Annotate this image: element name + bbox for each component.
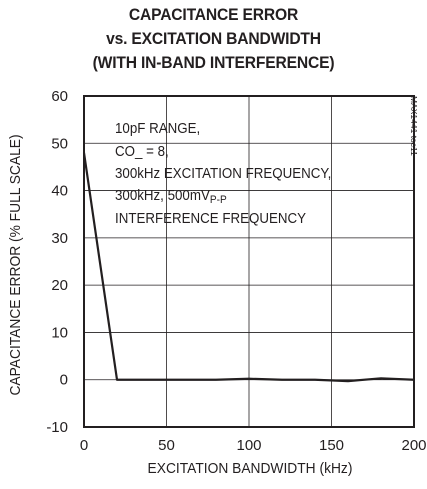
annotation-line-5: INTERFERENCE FREQUENCY: [115, 209, 306, 226]
plot-frame: [83, 95, 415, 428]
annotation-line-3: 300kHz EXCITATION FREQUENCY,: [115, 164, 331, 181]
chart-title-line-1: CAPACITANCE ERROR: [128, 5, 299, 24]
y-axis-label: CAPACITANCE ERROR (% FULL SCALE): [8, 134, 25, 395]
y-tick-label-7: 60: [51, 88, 68, 105]
x-tick-label-4: 200: [401, 437, 426, 454]
chart-title-line-2: vs. EXCITATION BANDWIDTH: [106, 29, 321, 48]
annotation-line-4: 300kHz, 500mVP-P: [115, 186, 227, 206]
annotation-line-4-subscript: P-P: [210, 194, 227, 206]
x-tick-label-0: 0: [80, 437, 88, 454]
y-tick-label-0: -10: [46, 419, 68, 436]
part-number-label: MAX1441 toc11: [409, 96, 419, 156]
grid-lines: [84, 96, 414, 427]
x-tick-label-3: 150: [319, 437, 344, 454]
annotation-block: 10pF RANGE, CO_ = 8, 300kHz EXCITATION F…: [115, 119, 331, 226]
y-tick-label-1: 0: [60, 372, 68, 389]
annotation-line-2: CO_ = 8,: [115, 142, 169, 159]
axis-tick-labels: -10 0 10 20 30 40 50 60 0 50 100 150 200: [46, 88, 426, 454]
y-tick-label-2: 10: [51, 324, 68, 341]
y-tick-label-5: 40: [51, 183, 68, 200]
y-tick-label-6: 50: [51, 135, 68, 152]
annotation-line-1: 10pF RANGE,: [115, 119, 200, 136]
annotation-line-4-main: 300kHz, 500mV: [115, 186, 211, 203]
x-axis-label: EXCITATION BANDWIDTH (kHz): [148, 461, 353, 478]
chart-title: CAPACITANCE ERROR vs. EXCITATION BANDWID…: [17, 3, 410, 75]
x-tick-label-2: 100: [236, 437, 261, 454]
y-tick-label-3: 20: [51, 277, 68, 294]
series-line: [82, 152, 415, 383]
y-tick-label-4: 30: [51, 230, 68, 247]
x-tick-label-1: 50: [158, 437, 175, 454]
chart-title-line-3: (WITH IN-BAND INTERFERENCE): [92, 53, 335, 72]
